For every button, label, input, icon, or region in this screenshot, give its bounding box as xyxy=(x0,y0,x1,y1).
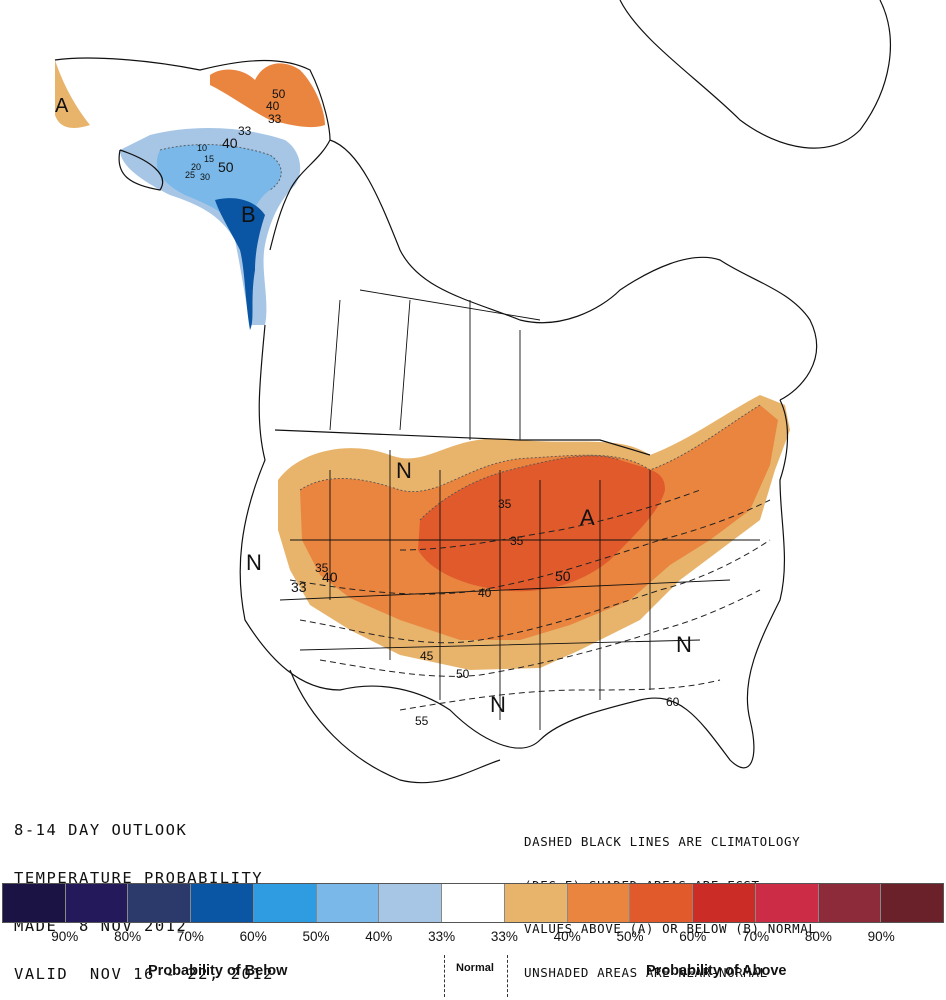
legend-swatch xyxy=(379,884,443,922)
contour-label: 33 xyxy=(238,124,252,138)
note-line: UNSHADED AREAS ARE NEAR-NORMAL xyxy=(524,964,768,980)
legend-tick-label: 33% xyxy=(428,929,456,944)
contour-label: 10 xyxy=(197,143,207,153)
legend-swatch xyxy=(881,884,944,922)
legend-tick-label: 40% xyxy=(365,929,393,944)
contour-label: 40 xyxy=(322,569,338,585)
alaska-below-label: B xyxy=(241,202,256,227)
alaska-outline xyxy=(54,57,331,251)
contour-label: 33 xyxy=(291,579,307,595)
legend-swatch xyxy=(442,884,505,922)
contour-label: 30 xyxy=(200,172,210,182)
contour-label: 50 xyxy=(218,159,234,175)
contour-label: 35 xyxy=(315,561,329,575)
contour-label: 40 xyxy=(478,586,492,600)
contour-label: 55 xyxy=(415,714,429,728)
note-line: DASHED BLACK LINES ARE CLIMATOLOGY xyxy=(524,834,801,849)
legend-swatch xyxy=(316,884,380,922)
contour-label: 40 xyxy=(222,135,238,151)
alaska-above-west xyxy=(55,60,90,128)
legend-color-bar xyxy=(2,883,944,923)
above-50-area xyxy=(418,455,665,592)
shaded-areas xyxy=(55,60,790,670)
climatology-line-4 xyxy=(399,679,721,711)
legend-tick-label: 40% xyxy=(553,929,581,944)
contour-label: 45 xyxy=(420,649,434,663)
legend-tick-label: 70% xyxy=(742,929,770,944)
contour-label: 50 xyxy=(456,667,470,681)
contour-label: 20 xyxy=(191,162,201,172)
legend-swatch xyxy=(567,884,631,922)
forecast-map: A B A N N N N 50 40 33 40 50 33 35 35 40… xyxy=(54,0,891,784)
legend-swatch xyxy=(630,884,694,922)
legend-swatch xyxy=(693,884,756,922)
legend-swatch xyxy=(3,884,66,922)
legend-swatch xyxy=(191,884,254,922)
legend-swatch xyxy=(65,884,129,922)
prob-contour-1 xyxy=(299,404,761,492)
province-lines xyxy=(329,289,541,440)
contour-label: 33 xyxy=(268,112,282,126)
map-outlines xyxy=(54,0,891,784)
contour-label: 40 xyxy=(266,99,280,113)
legend-swatch xyxy=(818,884,882,922)
contour-label: 25 xyxy=(185,170,195,180)
canada-outline xyxy=(329,139,818,401)
mexico-outline xyxy=(289,669,501,784)
legend-tick-label: 90% xyxy=(867,929,895,944)
normal-caption: Normal xyxy=(456,962,494,974)
title-line: 8-14 DAY OUTLOOK xyxy=(14,821,188,839)
legend-tick-label: 80% xyxy=(804,929,832,944)
state-lines xyxy=(279,450,760,730)
contour-label: 50 xyxy=(272,87,286,101)
legend-tick-label: 50% xyxy=(616,929,644,944)
legend-tick-label: 33% xyxy=(490,929,518,944)
probability-contours xyxy=(159,144,761,521)
normal-label-southeast: N xyxy=(676,632,692,657)
climatology-line-5 xyxy=(399,489,701,551)
climatology-line-3 xyxy=(319,589,761,677)
note-line: VALUES ABOVE (A) OR BELOW (B) NORMAL xyxy=(524,921,817,936)
map-labels: A B A N N N N 50 40 33 40 50 33 35 35 40… xyxy=(55,87,692,728)
climatology-lines xyxy=(289,489,771,711)
legend-swatch xyxy=(253,884,317,922)
greenland-outline xyxy=(619,0,891,149)
contour-label: 50 xyxy=(555,568,571,584)
contour-label: 60 xyxy=(666,695,680,709)
above-caption: Probability of Above xyxy=(646,963,787,979)
usa-outline xyxy=(239,324,789,769)
legend-swatch xyxy=(128,884,192,922)
legend-tick-label: 70% xyxy=(176,929,204,944)
prob-contour-2 xyxy=(419,455,621,521)
normal-label-south: N xyxy=(490,692,506,717)
legend-tick-label: 50% xyxy=(302,929,330,944)
legend-swatch xyxy=(504,884,568,922)
normal-divider-left xyxy=(444,955,445,997)
title-line: VALID NOV 16 - 22, 2012 xyxy=(14,965,274,983)
climatology-line-1 xyxy=(289,499,771,595)
climatology-line-2 xyxy=(299,539,771,644)
usa-above-label: A xyxy=(580,505,595,530)
legend-tick-label: 90% xyxy=(51,929,79,944)
normal-divider-right xyxy=(507,955,508,997)
alaska-above-label-west: A xyxy=(55,95,69,117)
legend-tick-label: 60% xyxy=(679,929,707,944)
canada-border xyxy=(274,429,651,456)
legend-tick-label: 80% xyxy=(114,929,142,944)
normal-label-west: N xyxy=(246,550,262,575)
contour-label: 35 xyxy=(510,534,524,548)
alaska-above-area xyxy=(210,63,325,128)
title-line: TEMPERATURE PROBABILITY xyxy=(14,869,264,887)
alaska-below-60-area xyxy=(215,198,265,330)
normal-label-north: N xyxy=(396,458,412,483)
legend-tick-label: 60% xyxy=(239,929,267,944)
contour-label: 15 xyxy=(204,154,214,164)
contour-label: 35 xyxy=(498,497,512,511)
legend-swatch xyxy=(755,884,819,922)
below-caption: Probability of Below xyxy=(148,963,288,979)
